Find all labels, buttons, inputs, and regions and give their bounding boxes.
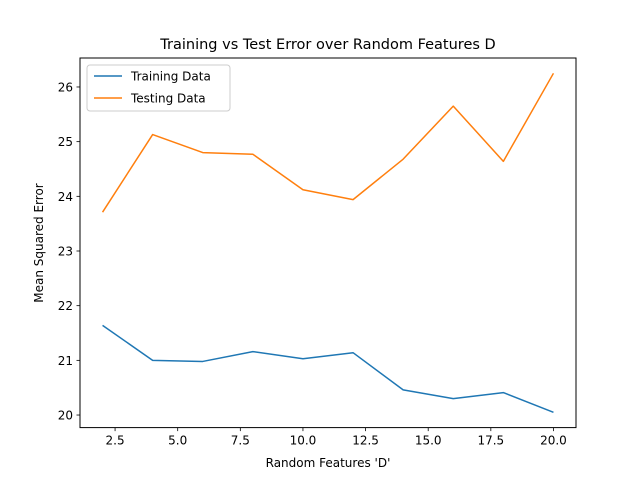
x-tick-label: 17.5 [477, 434, 504, 448]
legend-label: Testing Data [130, 92, 206, 106]
x-tick-label: 12.5 [352, 434, 379, 448]
y-tick-label: 26 [58, 80, 73, 94]
y-tick-label: 25 [58, 135, 73, 149]
y-axis-ticks: 20 21 22 23 24 25 26 [58, 80, 80, 423]
series-lines [101, 72, 555, 413]
y-axis-label: Mean Squared Error [32, 183, 46, 303]
plot-area-frame [79, 57, 577, 429]
x-axis-label: Random Features 'D' [266, 456, 391, 470]
legend: Training Data Testing Data [86, 64, 231, 112]
chart-title: Training vs Test Error over Random Featu… [159, 37, 495, 53]
legend-box [86, 64, 231, 112]
legend-label: Training Data [130, 70, 211, 84]
series-line-training-data [102, 324, 554, 413]
y-tick-label: 21 [58, 354, 73, 368]
y-tick-label: 20 [58, 409, 73, 423]
x-tick-label: 7.5 [231, 434, 250, 448]
y-tick-label: 24 [58, 190, 73, 204]
x-axis-ticks: 2.5 5.0 7.5 10.0 12.5 15.0 17.5 20.0 [106, 427, 567, 448]
x-tick-label: 10.0 [290, 434, 317, 448]
x-tick-label: 20.0 [540, 434, 567, 448]
y-tick-label: 22 [58, 299, 73, 313]
x-tick-label: 15.0 [415, 434, 442, 448]
x-tick-label: 5.0 [168, 434, 187, 448]
x-tick-label: 2.5 [106, 434, 125, 448]
y-tick-label: 23 [58, 245, 73, 259]
series-line-testing-data [101, 72, 555, 213]
